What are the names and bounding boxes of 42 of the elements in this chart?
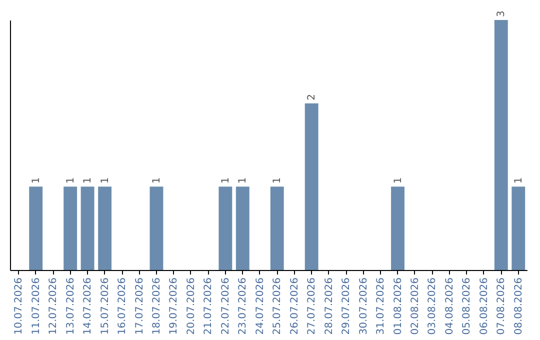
x-tick-label: 07.08.2026 xyxy=(496,278,508,335)
data-label: 1 xyxy=(220,177,232,184)
data-label: 1 xyxy=(513,177,524,184)
x-tick-label: 26.07.2026 xyxy=(289,278,300,335)
x-tick-label: 11.07.2026 xyxy=(30,278,42,335)
x-tick-label: 24.07.2026 xyxy=(254,278,266,335)
x-tick-label: 21.07.2026 xyxy=(203,278,214,335)
x-tick-label: 02.08.2026 xyxy=(410,278,421,335)
x-tick-label: 08.08.2026 xyxy=(513,278,524,335)
x-tick-label: 23.07.2026 xyxy=(238,278,249,335)
x-tick-label: 17.07.2026 xyxy=(134,278,146,335)
x-tick-label: 06.08.2026 xyxy=(478,278,490,335)
data-label: 1 xyxy=(272,177,284,184)
data-label: 3 xyxy=(496,10,508,17)
x-tick-label: 31.07.2026 xyxy=(376,278,387,335)
data-label: 1 xyxy=(151,177,162,184)
x-tick-label: 13.07.2026 xyxy=(65,278,76,335)
x-tick-label: 15.07.2026 xyxy=(100,278,111,335)
data-label: 2 xyxy=(306,94,318,100)
x-tick-label: 14.07.2026 xyxy=(82,278,94,335)
x-tick-label: 30.07.2026 xyxy=(358,278,370,335)
x-tick-label: 27.07.2026 xyxy=(306,278,318,335)
x-tick-label: 05.08.2026 xyxy=(462,278,473,335)
data-label: 1 xyxy=(238,177,249,184)
x-tick-label: 12.07.2026 xyxy=(48,278,60,335)
x-tick-label: 19.07.2026 xyxy=(168,278,180,335)
data-label: 1 xyxy=(30,177,42,184)
x-tick-label: 01.08.2026 xyxy=(392,278,404,335)
data-label: 1 xyxy=(100,177,111,184)
data-label: 1 xyxy=(65,177,76,184)
x-tick-label: 22.07.2026 xyxy=(220,278,232,335)
x-tick-label: 20.07.2026 xyxy=(186,278,197,335)
x-tick-label: 25.07.2026 xyxy=(272,278,284,335)
data-label: 1 xyxy=(392,177,404,184)
x-tick-label: 28.07.2026 xyxy=(324,278,335,335)
x-tick-label: 29.07.2026 xyxy=(341,278,352,335)
x-tick-label: 04.08.2026 xyxy=(444,278,456,335)
x-tick-label: 16.07.2026 xyxy=(117,278,128,335)
x-tick-label: 18.07.2026 xyxy=(151,278,162,335)
x-tick-label: 03.08.2026 xyxy=(427,278,438,335)
x-tick-label: 10.07.2026 xyxy=(14,278,25,335)
data-label: 1 xyxy=(82,177,94,184)
